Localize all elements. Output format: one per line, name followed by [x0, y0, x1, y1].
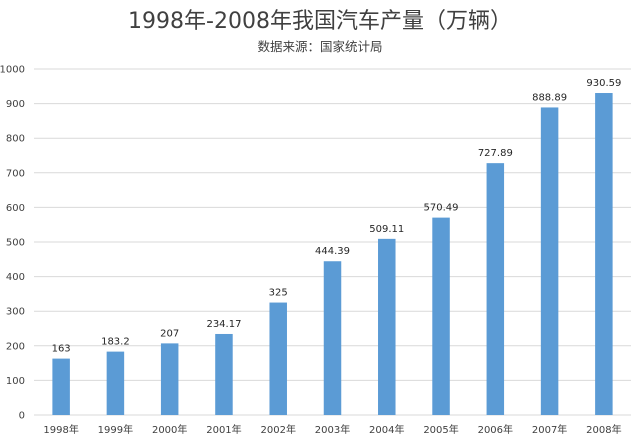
chart-subtitle: 数据来源：国家统计局	[257, 39, 382, 54]
data-label: 234.17	[206, 319, 241, 330]
y-tick-label: 0	[19, 411, 25, 422]
x-tick-label: 2004年	[369, 423, 404, 436]
x-tick-label: 1998年	[43, 423, 78, 436]
data-label: 325	[269, 288, 288, 299]
y-tick-label: 800	[6, 134, 25, 145]
bar	[323, 261, 342, 415]
x-tick-label: 1999年	[98, 423, 133, 436]
data-labels: 163 183.2 207 234.17 325 444.39 509.11 570.49 72…	[52, 78, 622, 355]
bar	[595, 93, 613, 415]
bar	[52, 358, 70, 415]
data-label: 930.59	[586, 78, 621, 89]
bar	[540, 107, 559, 415]
y-tick-label: 600	[6, 203, 25, 214]
x-axis-categories: 1998年 1999年 2000年 2001年 2002年 2003年 2004年 2005年…	[43, 423, 621, 436]
data-label: 727.89	[478, 148, 513, 159]
data-label: 888.89	[532, 92, 567, 103]
x-tick-label: 2000年	[152, 423, 187, 436]
data-label: 444.39	[315, 246, 350, 257]
bar	[269, 302, 287, 415]
bar	[486, 163, 505, 415]
bar	[215, 333, 233, 415]
data-label: 183.2	[101, 337, 130, 348]
bar	[378, 238, 396, 415]
x-tick-label: 2007年	[532, 423, 567, 436]
x-tick-label: 2005年	[423, 423, 458, 436]
chart-title: 1998年-2008年我国汽车产量（万辆）	[128, 9, 512, 34]
y-tick-label: 200	[6, 341, 25, 352]
x-tick-label: 2006年	[478, 423, 513, 436]
y-axis-ticks: 0 100 200 300 400 500 600 700 800 900 1000	[0, 65, 25, 422]
data-label: 570.49	[424, 203, 459, 214]
data-label: 207	[160, 328, 179, 339]
x-tick-label: 2002年	[261, 423, 296, 436]
bars	[52, 93, 613, 415]
y-tick-label: 900	[6, 99, 25, 110]
data-label: 509.11	[369, 224, 404, 235]
y-tick-label: 400	[6, 272, 25, 283]
y-tick-label: 700	[6, 168, 25, 179]
y-tick-label: 1000	[0, 65, 25, 76]
x-tick-label: 2001年	[206, 423, 241, 436]
y-tick-label: 100	[6, 376, 25, 387]
bar	[160, 343, 179, 415]
y-tick-label: 300	[6, 307, 25, 318]
data-label: 163	[52, 344, 71, 355]
x-tick-label: 2008年	[586, 423, 621, 436]
y-tick-label: 500	[6, 238, 25, 249]
bar	[432, 217, 450, 415]
x-tick-label: 2003年	[315, 423, 350, 436]
bar	[106, 351, 125, 415]
